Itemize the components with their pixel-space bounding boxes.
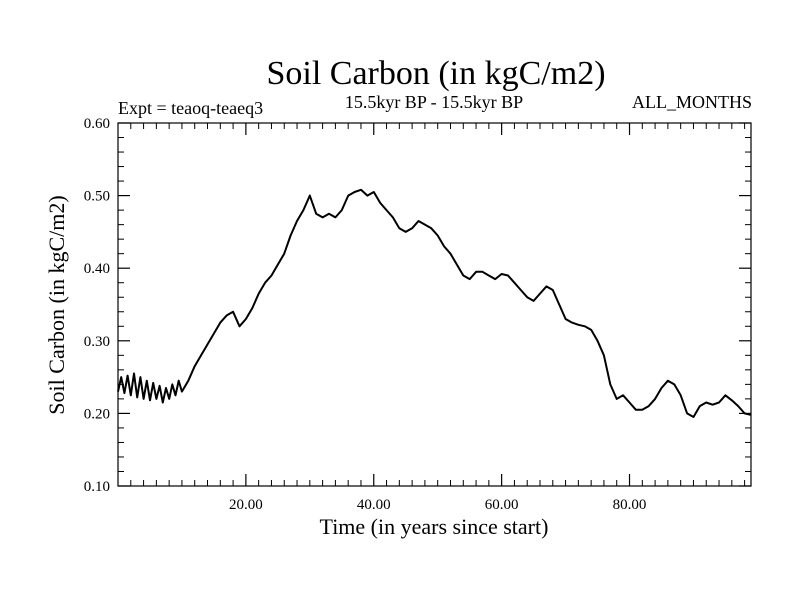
y-tick-label: 0.60: [84, 116, 110, 132]
chart-subtitle-center: 15.5kyr BP - 15.5kyr BP: [345, 92, 523, 112]
x-tick-label: 80.00: [613, 497, 647, 513]
x-axis-label: Time (in years since start): [320, 514, 549, 539]
x-tick-label: 60.00: [485, 497, 519, 513]
y-axis-label: Soil Carbon (in kgC/m2): [44, 195, 69, 414]
chart-title: Soil Carbon (in kgC/m2): [266, 55, 605, 92]
chart-subtitle-left: Expt = teaoq-teaeq3: [118, 98, 263, 118]
y-tick-label: 0.30: [84, 334, 110, 350]
chart-subtitle-right: ALL_MONTHS: [632, 92, 752, 112]
x-tick-label: 20.00: [229, 497, 263, 513]
y-tick-label: 0.10: [84, 479, 110, 495]
y-tick-label: 0.40: [84, 261, 110, 277]
plot-frame: [117, 122, 752, 487]
minor-ticks: [118, 123, 751, 486]
x-tick-labels: 20.00 40.00 60.00 80.00: [229, 497, 646, 513]
major-ticks: [118, 122, 751, 487]
y-tick-labels: 0.10 0.20 0.30 0.40 0.50 0.60: [84, 116, 110, 495]
y-tick-label: 0.50: [84, 189, 110, 205]
plot-area: 20.00 40.00 60.00 80.00 0.10 0.20 0.30 0.40 0.5…: [84, 116, 752, 513]
y-tick-label: 0.20: [84, 406, 110, 422]
x-tick-label: 40.00: [357, 497, 391, 513]
series-line-soil-carbon: [117, 188, 752, 418]
